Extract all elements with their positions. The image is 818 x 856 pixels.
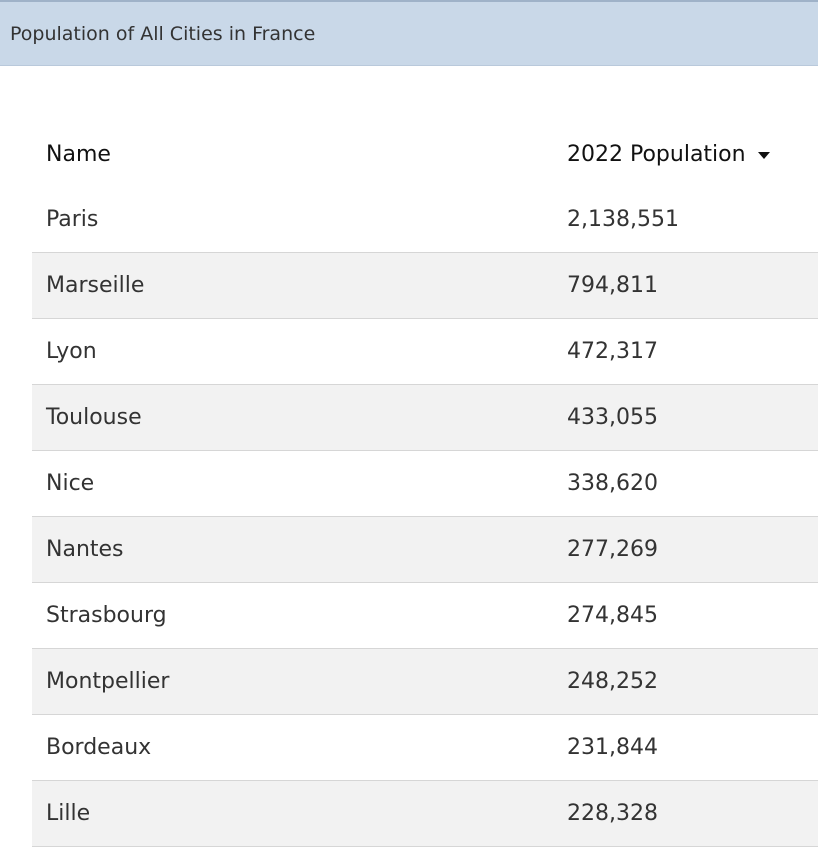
city-name: Nantes <box>46 537 124 562</box>
caret-down-icon[interactable] <box>757 151 770 159</box>
population-table: Name 2022 Population Paris 2,138,551 Mar… <box>32 121 818 847</box>
city-population: 338,620 <box>567 471 658 496</box>
table-row: Nice 338,620 <box>32 451 818 517</box>
city-population: 274,845 <box>567 603 658 628</box>
city-name: Bordeaux <box>46 735 152 760</box>
city-population: 433,055 <box>567 405 658 430</box>
table-row: Marseille 794,811 <box>32 253 818 319</box>
city-population: 794,811 <box>567 273 658 298</box>
city-population: 472,317 <box>567 339 658 364</box>
table-row: Paris 2,138,551 <box>32 187 818 253</box>
city-name: Lyon <box>46 339 97 364</box>
table-row: Montpellier 248,252 <box>32 649 818 715</box>
city-population: 277,269 <box>567 537 658 562</box>
table-header-row: Name 2022 Population <box>32 121 818 187</box>
page-title: Population of All Cities in France <box>10 22 316 45</box>
city-name: Lille <box>46 801 91 826</box>
table-row: Toulouse 433,055 <box>32 385 818 451</box>
panel-header: Population of All Cities in France <box>0 0 818 66</box>
table-row: Lyon 472,317 <box>32 319 818 385</box>
table-row: Lille 228,328 <box>32 781 818 847</box>
city-name: Nice <box>46 471 95 496</box>
column-header-population-label: 2022 Population <box>567 141 746 167</box>
city-name: Toulouse <box>46 405 142 430</box>
city-population: 2,138,551 <box>567 207 679 232</box>
city-name: Marseille <box>46 273 145 298</box>
table-body: Paris 2,138,551 Marseille 794,811 Lyon 4… <box>32 187 818 847</box>
column-header-name[interactable]: Name <box>46 141 111 167</box>
city-population: 231,844 <box>567 735 658 760</box>
city-population: 228,328 <box>567 801 658 826</box>
city-name: Paris <box>46 207 99 232</box>
city-name: Montpellier <box>46 669 170 694</box>
city-population: 248,252 <box>567 669 658 694</box>
table-row: Bordeaux 231,844 <box>32 715 818 781</box>
city-name: Strasbourg <box>46 603 167 628</box>
table-row: Strasbourg 274,845 <box>32 583 818 649</box>
table-row: Nantes 277,269 <box>32 517 818 583</box>
column-header-population[interactable]: 2022 Population <box>567 142 818 167</box>
